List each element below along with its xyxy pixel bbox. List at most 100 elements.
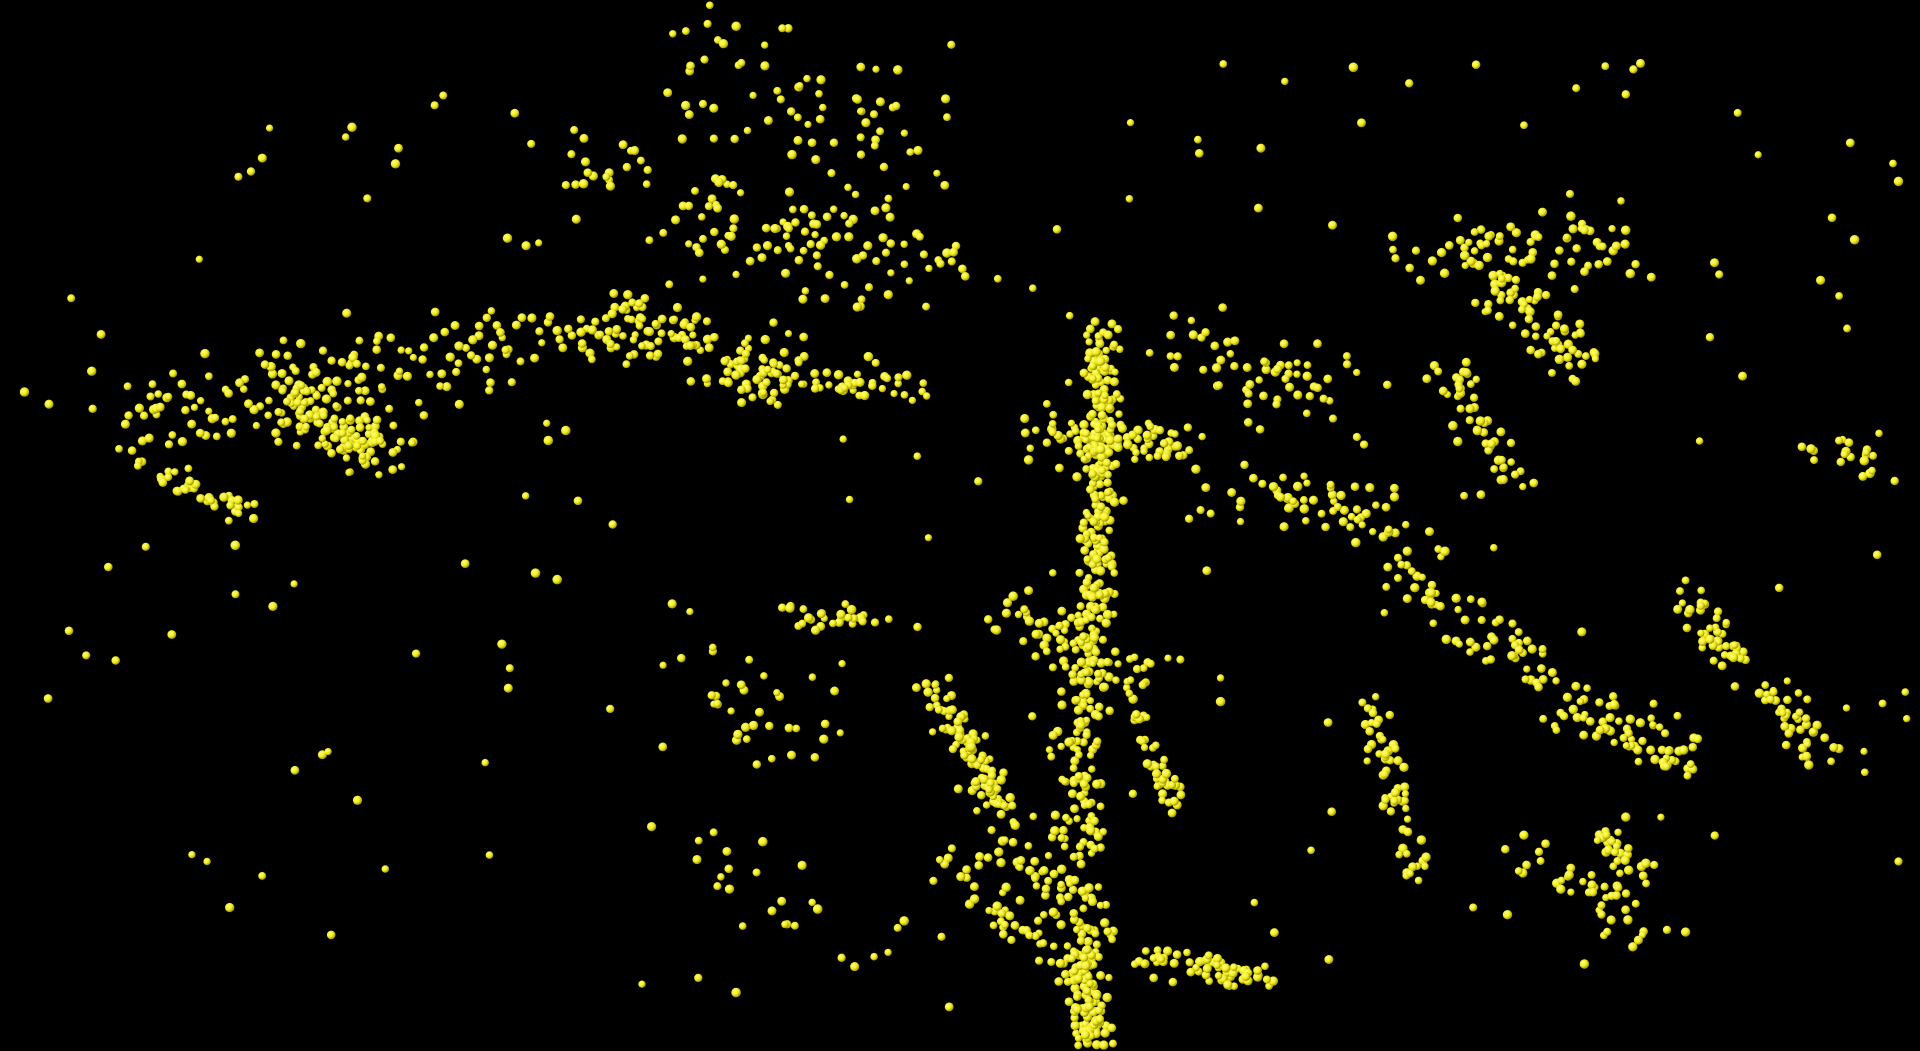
point-sphere [1566, 211, 1576, 221]
point-sphere [1057, 700, 1067, 710]
point-sphere [1057, 897, 1066, 906]
point-sphere [870, 618, 880, 627]
point-sphere [881, 248, 891, 257]
point-sphere [43, 694, 53, 703]
point-sphere [819, 734, 829, 744]
point-sphere [1041, 891, 1050, 900]
point-sphere [829, 205, 838, 214]
point-sphere [700, 55, 709, 64]
point-sphere [1082, 389, 1093, 400]
point-sphere [1548, 368, 1556, 377]
point-sphere [1101, 363, 1110, 372]
point-sphere [971, 777, 981, 787]
point-sphere [1629, 65, 1638, 74]
point-sphere [1034, 956, 1044, 965]
point-sphere [1333, 502, 1342, 512]
point-sphere [388, 465, 398, 474]
point-sphere [1384, 525, 1393, 534]
point-sphere [1810, 456, 1819, 465]
point-sphere [1339, 505, 1349, 515]
point-sphere [717, 873, 725, 881]
point-sphere [893, 65, 903, 75]
point-sphere [638, 342, 646, 350]
point-sphere [1113, 434, 1123, 444]
point-sphere [1131, 709, 1141, 719]
point-sphere [1079, 632, 1088, 641]
point-sphere [186, 390, 196, 400]
point-sphere [1094, 426, 1102, 434]
point-sphere [1063, 942, 1072, 950]
point-sphere [1250, 898, 1259, 907]
point-sphere [1380, 769, 1389, 779]
point-sphere [1095, 1014, 1105, 1024]
point-sphere [1328, 414, 1338, 423]
point-sphere [295, 407, 305, 416]
point-sphere [684, 110, 694, 120]
point-sphere [1099, 544, 1109, 554]
point-sphere [1436, 601, 1445, 611]
point-sphere [819, 103, 827, 112]
point-sphere [1091, 495, 1100, 504]
point-sphere [1633, 935, 1643, 945]
point-sphere [840, 281, 849, 289]
point-sphere [1102, 458, 1112, 467]
point-sphere [454, 341, 464, 351]
point-sphere [947, 705, 957, 715]
point-sphere [1073, 993, 1081, 1001]
point-sphere [1102, 992, 1112, 1003]
point-sphere [124, 411, 133, 420]
point-sphere [885, 212, 895, 222]
point-sphere [1399, 762, 1409, 773]
point-sphere [913, 452, 922, 461]
point-sphere [290, 765, 300, 775]
point-sphere [1455, 384, 1464, 393]
point-sphere [1080, 455, 1088, 463]
point-sphere [884, 948, 892, 957]
point-sphere [430, 101, 439, 110]
point-sphere [760, 356, 769, 364]
point-sphere [1455, 640, 1463, 648]
point-sphere [1047, 752, 1056, 761]
point-sphere [608, 520, 617, 529]
point-sphere [1128, 430, 1138, 440]
point-sphere [667, 599, 677, 609]
point-sphere [1571, 681, 1581, 691]
point-sphere [799, 332, 809, 342]
point-sphere [1504, 273, 1513, 283]
point-sphere [1087, 613, 1096, 622]
point-sphere [923, 687, 933, 697]
point-sphere [1158, 796, 1166, 805]
point-sphere [1276, 492, 1285, 502]
point-sphere [1302, 517, 1310, 525]
point-sphere [1551, 336, 1561, 346]
point-sphere [1375, 750, 1384, 758]
point-sphere [1088, 765, 1096, 773]
point-sphere [931, 680, 940, 689]
point-sphere [790, 921, 799, 930]
point-sphere [1094, 952, 1103, 962]
point-sphere [195, 255, 203, 263]
point-sphere [786, 244, 795, 253]
point-sphere [783, 23, 793, 33]
point-sphere [1000, 836, 1009, 844]
point-sphere [521, 241, 531, 251]
point-sphere [530, 568, 541, 578]
point-sphere [1391, 254, 1400, 263]
point-sphere [377, 383, 386, 391]
point-sphere [956, 872, 966, 882]
point-sphere [1534, 349, 1543, 359]
point-sphere [347, 425, 356, 434]
point-sphere [1472, 425, 1483, 436]
point-sphere [359, 452, 367, 460]
point-sphere [1572, 712, 1582, 723]
point-sphere [670, 315, 679, 323]
point-sphere [1662, 925, 1672, 935]
point-sphere [1072, 1004, 1082, 1014]
point-sphere [1031, 874, 1039, 883]
point-sphere [1635, 718, 1646, 728]
point-sphere [1565, 362, 1574, 370]
point-sphere [1693, 734, 1703, 744]
point-sphere [1029, 812, 1038, 821]
